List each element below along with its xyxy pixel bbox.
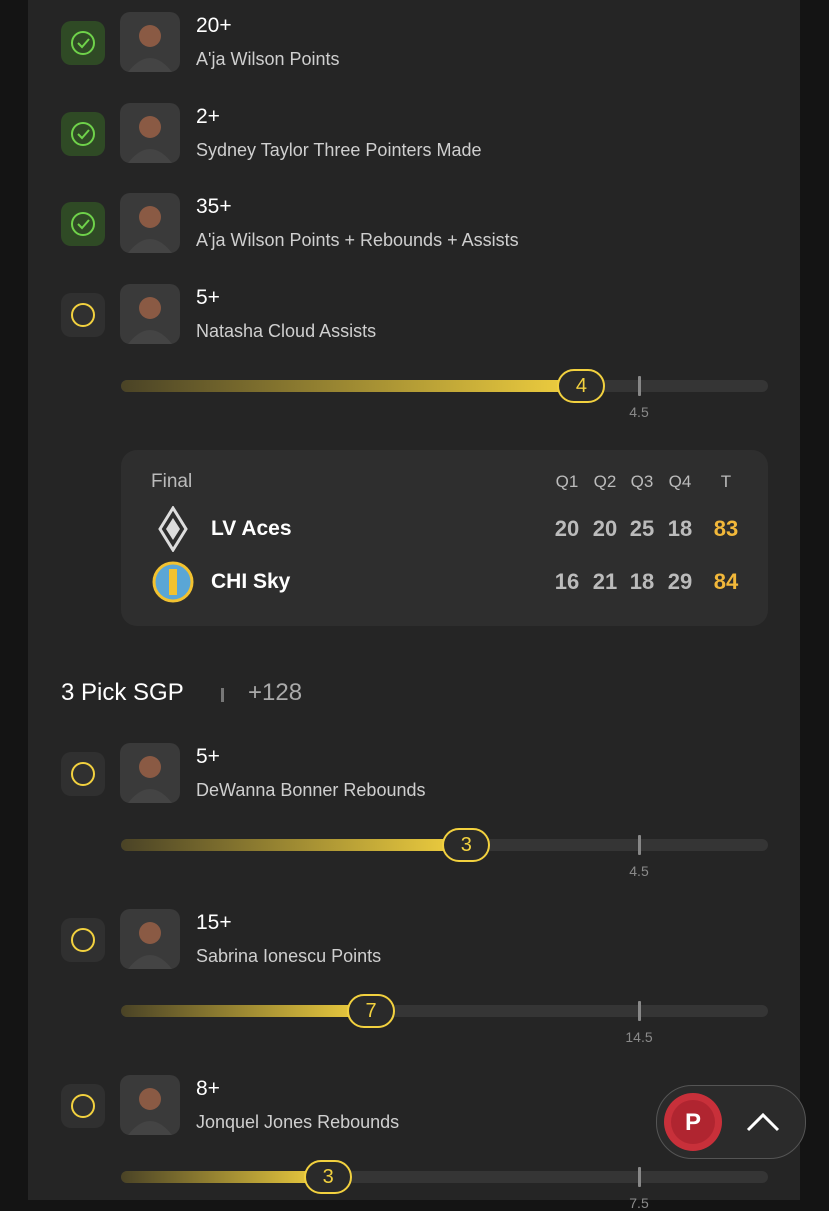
leg-line: 35+ — [196, 195, 232, 218]
status-icon — [61, 752, 105, 796]
score: 83 — [713, 516, 739, 541]
progress-value: 3 — [442, 828, 491, 862]
status-icon — [61, 918, 105, 962]
scoreboard — [121, 450, 768, 626]
column-header: Q2 — [593, 472, 617, 491]
progress-fill — [121, 380, 582, 392]
column-header: Q1 — [555, 472, 579, 491]
score: 25 — [629, 516, 655, 541]
progress-value: 7 — [347, 994, 396, 1028]
target-marker — [638, 1167, 641, 1187]
score: 16 — [554, 569, 580, 594]
leg-line: 5+ — [196, 286, 220, 309]
leg-line: 5+ — [196, 745, 220, 768]
leg-label: Natasha Cloud Assists — [196, 321, 377, 341]
status-icon — [61, 21, 105, 65]
target-marker — [638, 1001, 641, 1021]
score: 20 — [592, 516, 618, 541]
leg-line: 15+ — [196, 911, 232, 934]
parlay-odds: +128 — [248, 679, 303, 706]
column-header: T — [720, 472, 732, 491]
progress-fill — [121, 1005, 372, 1017]
leg-label: A'ja Wilson Points + Rebounds + Assists — [196, 230, 519, 250]
score: 29 — [667, 569, 693, 594]
leg-label: Jonquel Jones Rebounds — [196, 1112, 400, 1132]
column-header: Q3 — [630, 472, 654, 491]
player-photo — [120, 12, 180, 72]
score: 18 — [667, 516, 693, 541]
progress-value: 4 — [557, 369, 606, 403]
target-marker — [638, 835, 641, 855]
progress-fill — [121, 1171, 329, 1183]
parlay-title: 3 Pick SGP — [61, 679, 184, 706]
separator — [221, 688, 224, 702]
score: 20 — [554, 516, 580, 541]
leg-label: Sabrina Ionescu Points — [196, 946, 382, 966]
progress-value: 3 — [304, 1160, 353, 1194]
app-logo: P — [664, 1093, 722, 1151]
leg-line: 2+ — [196, 105, 220, 128]
progress-fill — [121, 839, 467, 851]
team-logo — [158, 506, 188, 552]
status-icon — [61, 293, 105, 337]
target-label: 4.5 — [629, 863, 649, 879]
player-photo — [120, 103, 180, 163]
team-name: LV Aces — [211, 517, 292, 540]
leg-label: DeWanna Bonner Rebounds — [196, 780, 426, 800]
team-logo — [152, 561, 194, 603]
leg-label: A'ja Wilson Points — [196, 49, 340, 69]
player-photo — [120, 743, 180, 803]
target-marker — [638, 376, 641, 396]
player-photo — [120, 284, 180, 344]
column-header: Q4 — [668, 472, 692, 491]
svg-text:P: P — [685, 1109, 701, 1136]
player-photo — [120, 909, 180, 969]
status-icon — [61, 112, 105, 156]
player-photo — [120, 193, 180, 253]
leg-label: Sydney Taylor Three Pointers Made — [196, 140, 482, 160]
score: 84 — [713, 569, 739, 594]
status-icon — [61, 1084, 105, 1128]
floating-button[interactable]: P — [656, 1085, 806, 1159]
score: 18 — [629, 569, 655, 594]
target-label: 4.5 — [629, 404, 649, 420]
leg-line: 8+ — [196, 1077, 220, 1100]
status-icon — [61, 202, 105, 246]
team-name: CHI Sky — [211, 570, 291, 593]
leg-line: 20+ — [196, 14, 232, 37]
game-status: Final — [151, 471, 193, 492]
chevron-up — [746, 1112, 780, 1132]
target-label: 14.5 — [625, 1029, 653, 1045]
target-label: 7.5 — [629, 1195, 649, 1211]
player-photo — [120, 1075, 180, 1135]
score: 21 — [592, 569, 618, 594]
